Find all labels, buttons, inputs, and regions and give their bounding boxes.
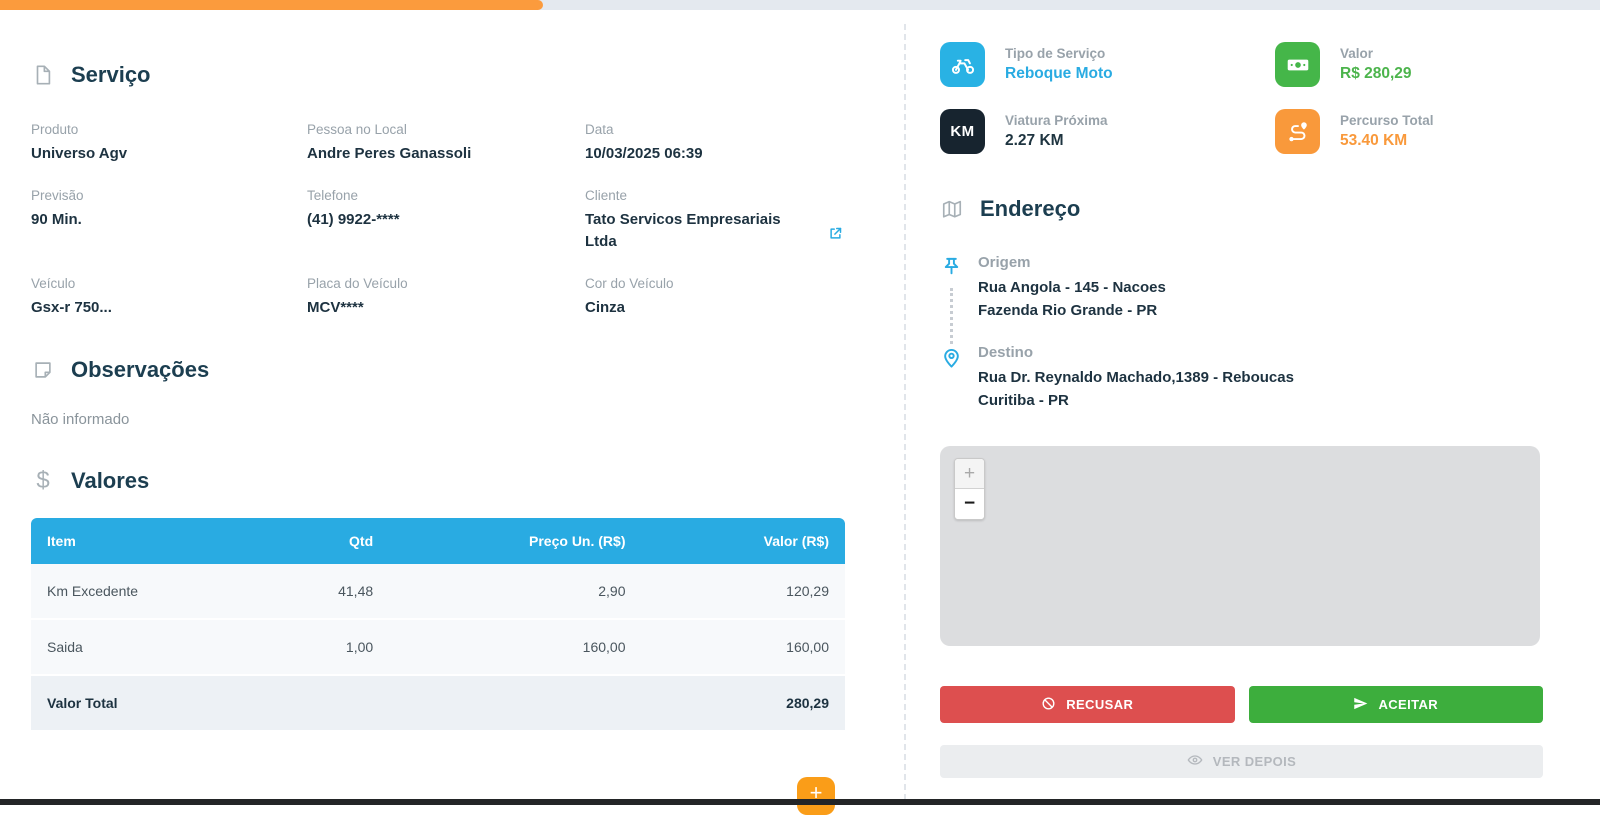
service-panel: Serviço Produto Universo Agv Pessoa no L… [31, 62, 845, 730]
destination-address: Rua Dr. Reynaldo Machado,1389 - Reboucas… [978, 369, 1294, 409]
address-section-header: Endereço [940, 196, 1543, 222]
field-cliente: Cliente Tato Servicos Empresariais Ltda [585, 188, 845, 254]
summary-cards: Tipo de Serviço Reboque Moto Valor R$ 28… [940, 42, 1543, 154]
section-title-endereco: Endereço [980, 196, 1081, 221]
section-title-valores: Valores [71, 468, 150, 493]
money-icon [1275, 42, 1320, 87]
destination-row: Destino Rua Dr. Reynaldo Machado,1389 - … [940, 344, 1543, 412]
map-zoom-control: + − [954, 458, 985, 520]
zoom-in-button[interactable]: + [955, 459, 984, 489]
col-valor: Valor (R$) [641, 518, 845, 564]
section-title-servico: Serviço [71, 62, 151, 87]
map-icon [940, 197, 964, 221]
card-tipo-de-servico: Tipo de Serviço Reboque Moto [940, 42, 1275, 87]
table-total-row: Valor Total 280,29 [31, 675, 845, 730]
table-row: Saida 1,00 160,00 160,00 [31, 619, 845, 676]
col-preco-un: Preço Un. (R$) [389, 518, 642, 564]
origin-row: Origem Rua Angola - 145 - Nacoes Fazenda… [940, 254, 1543, 322]
field-produto: Produto Universo Agv [31, 122, 128, 162]
observations-text: Não informado [31, 411, 130, 428]
ban-icon [1041, 696, 1056, 714]
values-section-header: $ Valores [31, 468, 845, 494]
card-viatura-proxima: KM Viatura Próxima 2.27 KM [940, 109, 1275, 154]
route-block: Origem Rua Angola - 145 - Nacoes Fazenda… [940, 254, 1543, 412]
total-label: Valor Total [31, 675, 642, 730]
table-row: Km Excedente 41,48 2,90 120,29 [31, 564, 845, 620]
summary-panel: Tipo de Serviço Reboque Moto Valor R$ 28… [940, 42, 1543, 778]
observations-section-header: Observações [31, 357, 845, 383]
accept-button[interactable]: ACEITAR [1248, 686, 1543, 723]
dollar-icon: $ [36, 467, 50, 494]
external-link-icon[interactable] [828, 226, 843, 241]
route-icon [1275, 109, 1320, 154]
destination-label: Destino [978, 344, 1034, 361]
field-previsao: Previsão 90 Min. [31, 187, 84, 228]
add-button[interactable]: + [797, 777, 835, 815]
card-valor: Valor R$ 280,29 [1275, 42, 1543, 87]
field-data: Data 10/03/2025 06:39 [585, 122, 703, 162]
card-percurso-total: Percurso Total 53.40 KM [1275, 109, 1543, 154]
field-veiculo: Veículo Gsx-r 750... [31, 275, 112, 316]
plus-icon: + [809, 780, 823, 805]
send-icon [1353, 696, 1368, 714]
panel-divider [904, 24, 906, 800]
action-buttons: RECUSAR ACEITAR [940, 686, 1543, 723]
bottom-bar [0, 799, 1600, 805]
origin-address: Rua Angola - 145 - Nacoes Fazenda Rio Gr… [978, 279, 1166, 319]
motorcycle-icon [940, 42, 985, 87]
refuse-button[interactable]: RECUSAR [940, 686, 1235, 723]
progress-fill [0, 0, 543, 10]
col-item: Item [31, 518, 227, 564]
note-icon [31, 358, 55, 382]
field-cor: Cor do Veículo Cinza [585, 275, 674, 316]
see-later-button[interactable]: VER DEPOIS [940, 745, 1543, 778]
eye-icon [1187, 752, 1203, 771]
map-marker-icon [940, 344, 966, 412]
table-header-row: Item Qtd Preço Un. (R$) Valor (R$) [31, 518, 845, 564]
values-table: Item Qtd Preço Un. (R$) Valor (R$) Km Ex… [31, 518, 845, 730]
service-section-header: Serviço [31, 62, 845, 88]
section-title-observacoes: Observações [71, 357, 210, 382]
field-pessoa-no-local: Pessoa no Local Andre Peres Ganassoli [307, 122, 472, 162]
map-canvas[interactable]: + − [940, 446, 1540, 646]
origin-label: Origem [978, 254, 1031, 271]
total-value: 280,29 [641, 675, 845, 730]
field-telefone: Telefone (41) 9922-**** [307, 187, 400, 228]
col-qtd: Qtd [226, 518, 390, 564]
km-icon: KM [940, 109, 985, 154]
progress-track [0, 0, 1600, 10]
pushpin-icon [940, 254, 966, 322]
service-fields: Produto Universo Agv Pessoa no Local And… [31, 122, 845, 319]
field-placa: Placa do Veículo MCV**** [307, 275, 408, 316]
route-dotted-connector [950, 288, 953, 344]
document-icon [31, 63, 55, 87]
zoom-out-button[interactable]: − [955, 489, 984, 519]
